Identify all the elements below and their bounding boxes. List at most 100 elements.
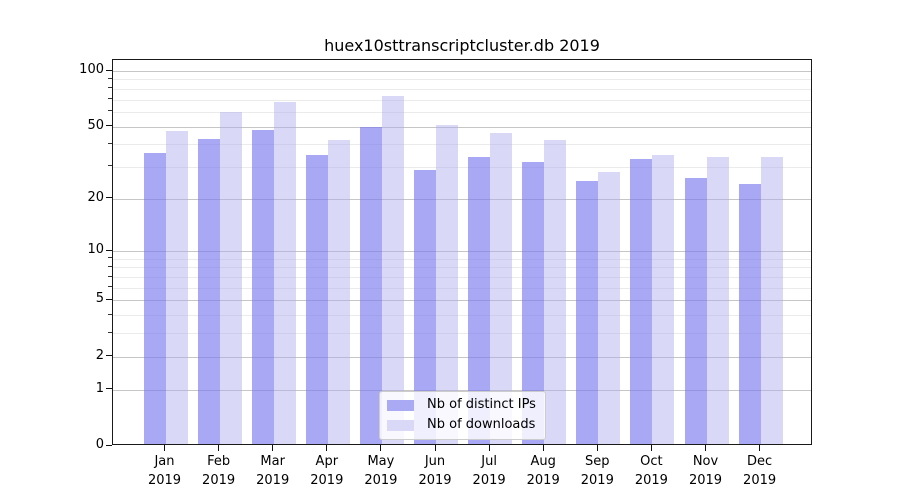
x-tick-month: Nov bbox=[692, 454, 719, 469]
x-tick-mark bbox=[488, 445, 490, 451]
bar-nb-of-distinct-ips-jul bbox=[468, 157, 491, 444]
gridline-major bbox=[113, 356, 811, 358]
x-tick-year: 2019 bbox=[580, 473, 614, 488]
x-tick-mark bbox=[326, 445, 328, 451]
y-tick-label: 20 bbox=[87, 189, 104, 205]
gridline-minor bbox=[113, 267, 811, 269]
gridline-major bbox=[113, 251, 811, 253]
x-tick-year: 2019 bbox=[634, 473, 668, 488]
y-minor-tick-mark bbox=[108, 110, 112, 112]
gridline-minor bbox=[113, 111, 811, 113]
bar-nb-of-distinct-ips-may bbox=[359, 126, 382, 444]
bar-nb-of-distinct-ips-oct bbox=[630, 159, 653, 444]
y-minor-tick-mark bbox=[108, 77, 112, 79]
x-tick-mark bbox=[218, 445, 220, 451]
y-tick-mark bbox=[106, 388, 112, 390]
gridline-minor bbox=[113, 287, 811, 289]
bar-nb-of-downloads-sep bbox=[598, 172, 621, 444]
x-tick-mark bbox=[164, 445, 165, 451]
legend-swatch-nb-of-distinct-ips bbox=[387, 399, 414, 411]
y-tick-label: 50 bbox=[87, 117, 104, 133]
gridline-minor bbox=[113, 258, 811, 260]
gridline-minor bbox=[113, 333, 811, 335]
x-tick-year: 2019 bbox=[743, 473, 777, 488]
chart-title: huex10sttranscriptcluster.db 2019 bbox=[324, 36, 600, 55]
x-tick-year: 2019 bbox=[256, 473, 290, 488]
bar-nb-of-distinct-ips-jan bbox=[143, 152, 166, 444]
x-tick-month: Dec bbox=[747, 454, 773, 469]
y-tick-label: 100 bbox=[79, 62, 104, 77]
y-minor-tick-mark bbox=[108, 98, 112, 100]
x-tick-label-jan: Jan 2019 bbox=[137, 452, 193, 490]
bar-nb-of-downloads-aug bbox=[544, 140, 567, 444]
bar-nb-of-distinct-ips-aug bbox=[522, 161, 545, 444]
x-tick-mark bbox=[705, 445, 706, 451]
bar-nb-of-distinct-ips-jun bbox=[414, 169, 436, 444]
x-tick-month: Feb bbox=[207, 454, 231, 469]
x-tick-mark bbox=[272, 445, 274, 451]
x-tick-label-jun: Jun 2019 bbox=[407, 452, 463, 490]
x-tick-mark bbox=[380, 445, 382, 451]
bar-nb-of-downloads-dec bbox=[760, 157, 783, 444]
bar-nb-of-downloads-jan bbox=[165, 131, 188, 444]
gridline-minor bbox=[113, 315, 811, 317]
gridline-minor bbox=[113, 166, 811, 168]
x-tick-year: 2019 bbox=[418, 473, 452, 488]
x-tick-month: Jan bbox=[154, 454, 175, 469]
y-tick-label: 2 bbox=[95, 347, 104, 363]
y-tick-mark bbox=[106, 125, 112, 127]
y-minor-tick-mark bbox=[108, 265, 112, 267]
bar-nb-of-downloads-nov bbox=[706, 157, 729, 444]
x-tick-month: Mar bbox=[260, 454, 285, 469]
x-tick-month: May bbox=[367, 454, 395, 469]
legend: Nb of distinct IPs Nb of downloads bbox=[379, 391, 546, 440]
y-tick-mark bbox=[106, 355, 112, 357]
x-tick-month: Apr bbox=[315, 454, 339, 469]
y-minor-tick-mark bbox=[108, 165, 112, 167]
bar-nb-of-downloads-mar bbox=[273, 101, 296, 444]
x-tick-month: Aug bbox=[530, 454, 556, 469]
x-tick-year: 2019 bbox=[688, 473, 723, 488]
legend-label-nb-of-distinct-ips: Nb of distinct IPs bbox=[427, 397, 536, 412]
y-tick-mark bbox=[106, 197, 112, 199]
y-tick-label: 0 bbox=[95, 437, 104, 452]
gridline-minor bbox=[113, 144, 811, 146]
legend-row-nb-of-downloads: Nb of downloads bbox=[387, 417, 536, 433]
y-minor-tick-mark bbox=[108, 87, 112, 89]
y-minor-tick-mark bbox=[108, 286, 112, 288]
x-tick-mark bbox=[434, 445, 436, 451]
y-tick-label: 1 bbox=[95, 380, 104, 396]
bar-nb-of-downloads-apr bbox=[327, 140, 350, 444]
bar-nb-of-downloads-jul bbox=[490, 133, 513, 444]
bar-nb-of-distinct-ips-sep bbox=[576, 181, 599, 444]
y-minor-tick-mark bbox=[108, 313, 112, 315]
x-tick-year: 2019 bbox=[202, 473, 236, 488]
bar-nb-of-distinct-ips-nov bbox=[684, 178, 707, 444]
x-tick-label-aug: Aug 2019 bbox=[515, 452, 571, 490]
bar-nb-of-distinct-ips-feb bbox=[197, 138, 220, 444]
bar-nb-of-downloads-feb bbox=[219, 111, 242, 444]
x-tick-label-may: May 2019 bbox=[353, 452, 409, 490]
x-tick-mark bbox=[542, 445, 544, 451]
x-tick-month: Oct bbox=[640, 454, 663, 469]
x-tick-label-sep: Sep 2019 bbox=[569, 452, 625, 490]
x-tick-year: 2019 bbox=[310, 473, 344, 488]
legend-swatch-nb-of-downloads bbox=[387, 419, 414, 431]
legend-row-nb-of-distinct-ips: Nb of distinct IPs bbox=[387, 397, 536, 413]
x-tick-mark bbox=[596, 445, 598, 451]
y-tick-mark bbox=[106, 249, 112, 251]
bar-nb-of-distinct-ips-mar bbox=[251, 129, 274, 444]
x-tick-label-dec: Dec 2019 bbox=[732, 452, 788, 490]
gridline-major bbox=[113, 71, 811, 72]
x-tick-label-mar: Mar 2019 bbox=[245, 452, 301, 490]
x-tick-mark bbox=[650, 445, 652, 451]
bar-nb-of-downloads-oct bbox=[652, 154, 675, 444]
x-tick-year: 2019 bbox=[364, 473, 398, 488]
y-tick-label: 5 bbox=[95, 291, 104, 307]
gridline-minor bbox=[113, 99, 811, 101]
x-tick-month: Jul bbox=[481, 454, 497, 469]
y-tick-mark bbox=[106, 298, 112, 300]
y-minor-tick-mark bbox=[108, 331, 112, 333]
bar-nb-of-downloads-may bbox=[381, 96, 404, 444]
